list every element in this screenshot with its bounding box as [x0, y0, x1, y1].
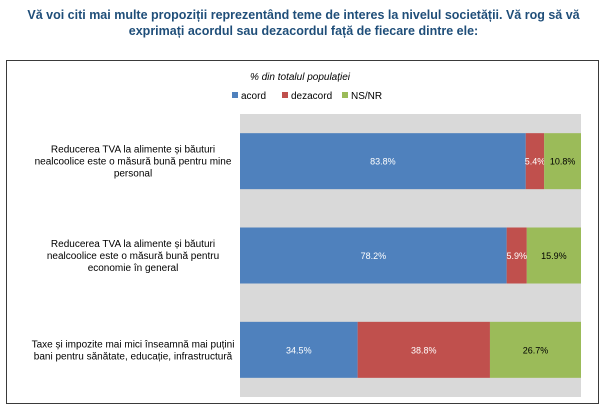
data-label-dezacord-2: 5.9%	[506, 251, 527, 261]
data-label-dezacord-3: 38.8%	[411, 345, 437, 355]
category-label-2-line-2: nealcoolice este o măsură bună pentru	[47, 251, 219, 262]
bar-acord-3	[240, 321, 358, 378]
category-label-1-line-1: Reducerea TVA la alimente și băuturi	[51, 145, 215, 156]
legend-label-dezacord: dezacord	[291, 91, 332, 102]
chart-title: Vă voi citi mai multe propoziții repreze…	[20, 7, 587, 39]
chart-subtitle: % din totalul populației	[250, 72, 351, 83]
bar-acord-1	[240, 133, 526, 190]
data-label-ns-nr-2: 15.9%	[541, 251, 567, 261]
data-label-acord-1: 83.8%	[370, 157, 396, 167]
category-label-3-line-1: Taxe și impozite mai mici înseamnă mai p…	[32, 339, 235, 350]
data-label-ns-nr-1: 10.8%	[550, 157, 576, 167]
legend-swatch-dezacord	[282, 92, 288, 98]
data-label-dezacord-1: 5.4%	[525, 157, 546, 167]
legend-swatch-ns-nr	[342, 92, 348, 98]
bar-ns-nr-3	[489, 321, 581, 378]
category-label-3-line-2: bani pentru sănătate, educație, infrastr…	[34, 351, 233, 362]
data-label-ns-nr-3: 26.7%	[523, 345, 549, 355]
bar-dezacord-3	[357, 321, 490, 378]
bar-ns-nr-1	[544, 133, 581, 190]
legend-swatch-acord	[232, 92, 238, 98]
chart-title-line-2: exprimați acordul sau dezacordul față de…	[128, 24, 479, 38]
data-label-acord-3: 34.5%	[286, 345, 312, 355]
data-label-acord-2: 78.2%	[361, 251, 387, 261]
chart-title-line-1: Vă voi citi mai multe propoziții repreze…	[27, 8, 580, 22]
category-label-1-line-2: nealcoolice este o măsură bună pentru mi…	[35, 157, 232, 168]
legend-label-acord: acord	[241, 91, 266, 102]
bar-dezacord-2	[506, 227, 527, 284]
bar-dezacord-1	[525, 133, 545, 190]
legend-label-ns-nr: NS/NR	[351, 91, 382, 102]
category-label-2-line-1: Reducerea TVA la alimente și băuturi	[51, 239, 215, 250]
category-label-1-line-3: personal	[114, 169, 152, 180]
bar-ns-nr-2	[526, 227, 581, 284]
bar-acord-2	[240, 227, 507, 284]
category-label-2-line-3: economie în general	[88, 263, 179, 274]
